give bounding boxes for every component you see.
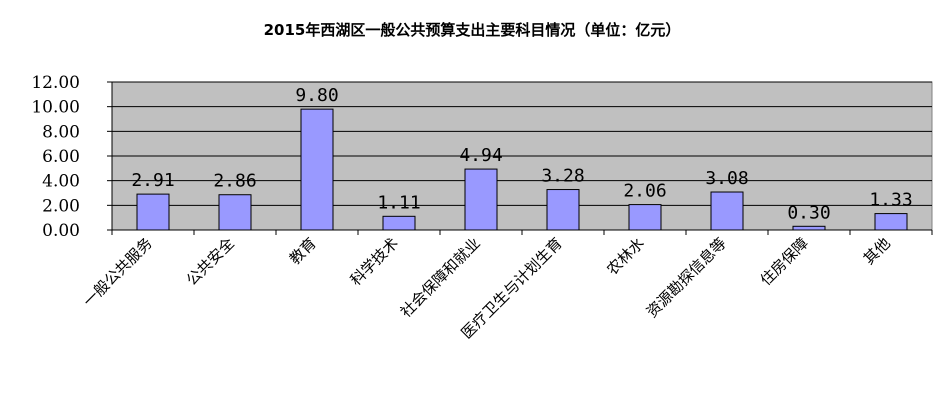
bar bbox=[218, 194, 252, 231]
category-label: 公共安全 bbox=[183, 234, 238, 289]
data-labels: 2.91 2.86 9.80 1.11 4.94 3.28 2.06 3.08 0.30 1.33 bbox=[131, 85, 912, 223]
category-label: 教育 bbox=[286, 234, 320, 268]
bar bbox=[792, 225, 826, 231]
data-label: 1.11 bbox=[377, 192, 420, 213]
data-label: 2.91 bbox=[131, 170, 174, 191]
data-label: 0.30 bbox=[787, 202, 830, 223]
bar bbox=[628, 204, 662, 231]
category-label: 资源勘探信息等 bbox=[643, 234, 730, 321]
y-tick-label: 6.00 bbox=[42, 147, 80, 167]
data-label: 3.08 bbox=[705, 168, 748, 189]
y-tick-label: 2.00 bbox=[42, 196, 80, 216]
bar bbox=[136, 193, 170, 231]
bar bbox=[546, 189, 580, 231]
bar bbox=[874, 213, 908, 231]
bar bbox=[382, 215, 416, 231]
category-label: 其他 bbox=[860, 234, 894, 268]
bar bbox=[710, 191, 744, 231]
category-label: 一般公共服务 bbox=[79, 234, 155, 310]
category-label: 科学技术 bbox=[347, 234, 402, 289]
data-label: 1.33 bbox=[869, 190, 912, 211]
bar bbox=[464, 168, 498, 231]
data-label: 2.06 bbox=[623, 181, 666, 202]
data-label: 3.28 bbox=[541, 166, 584, 187]
bar bbox=[300, 108, 334, 231]
y-tick-label: 12.00 bbox=[31, 73, 80, 93]
y-axis-ticks: 0.00 2.00 4.00 6.00 8.00 10.00 12.00 bbox=[31, 73, 113, 241]
data-label: 4.94 bbox=[459, 145, 502, 166]
y-tick-label: 10.00 bbox=[31, 98, 80, 118]
chart-title: 2015年西湖区一般公共预算支出主要科目情况（单位：亿元） bbox=[264, 21, 681, 39]
data-label: 2.86 bbox=[213, 171, 256, 192]
y-tick-label: 8.00 bbox=[42, 122, 80, 142]
category-label: 社会保障和就业 bbox=[397, 234, 484, 321]
y-tick-label: 4.00 bbox=[42, 172, 80, 192]
category-label: 农林水 bbox=[603, 234, 648, 279]
category-label: 住房保障 bbox=[757, 234, 812, 289]
data-label: 9.80 bbox=[295, 85, 338, 106]
bars bbox=[136, 108, 908, 231]
y-tick-label: 0.00 bbox=[42, 221, 80, 241]
